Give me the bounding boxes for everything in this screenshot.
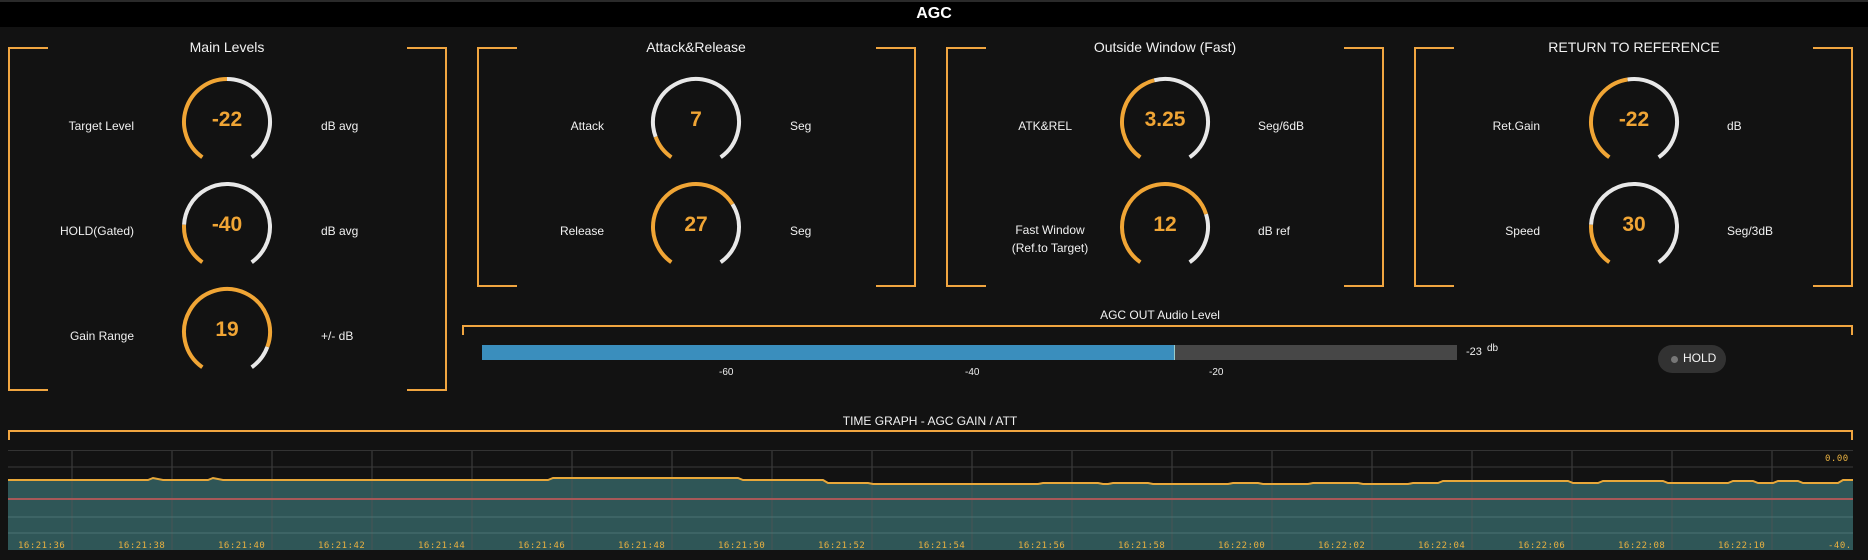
control-label: Ret.Gain (1492, 119, 1540, 133)
time-axis-label: 16:21:36 (18, 541, 66, 550)
control-unit: Seg (790, 224, 812, 238)
control-unit: Seg/3dB (1727, 224, 1774, 238)
time-axis-label: 16:21:52 (818, 541, 866, 550)
control-label: Attack (570, 119, 604, 133)
control-label: Fast Window (Ref.to Target) (990, 221, 1110, 257)
bracket-left (946, 47, 986, 287)
meter-bracket-right (1851, 325, 1853, 335)
audio-level-fill (482, 345, 1176, 360)
bracket-right (1344, 47, 1384, 287)
panel-title: RETURN TO REFERENCE (1548, 39, 1720, 55)
graph-y-top-label: 0.00 (1825, 454, 1849, 464)
knob-value: 30 (1622, 213, 1646, 236)
time-axis-label: 16:21:40 (218, 541, 266, 550)
control-label: Release (559, 224, 604, 238)
meter-unit: db (1487, 343, 1499, 354)
bracket-left (1414, 47, 1454, 287)
time-axis-label: 16:22:00 (1218, 541, 1266, 550)
control-unit: dB (1727, 119, 1742, 133)
atk-rel-knob[interactable]: 3.25 (1115, 72, 1215, 172)
panel-title: Main Levels (189, 39, 265, 55)
knob-value: 3.25 (1144, 108, 1186, 131)
time-axis-label: 16:22:06 (1518, 541, 1566, 550)
control-label-line1: Fast Window (1015, 223, 1085, 237)
control-label: ATK&REL (1018, 119, 1072, 133)
time-graph-title: TIME GRAPH - AGC GAIN / ATT (842, 414, 1018, 428)
hold-button-label: HOLD (1683, 351, 1717, 365)
gain-range-knob[interactable]: 19 (177, 282, 277, 382)
panel-title: Attack&Release (646, 39, 746, 55)
knob-value: 12 (1153, 213, 1177, 236)
target-level-knob[interactable]: -22 (177, 72, 277, 172)
control-unit: dB avg (321, 224, 359, 238)
meter-tick: -60 (719, 367, 734, 378)
time-axis-label: 16:21:48 (618, 541, 666, 550)
bracket-left (477, 47, 517, 287)
graph-bracket-right (1851, 430, 1853, 440)
bracket-left (8, 47, 48, 391)
meter-bracket-line (462, 325, 1853, 327)
time-axis-label: 16:21:42 (318, 541, 366, 550)
graph-bracket-left (8, 430, 10, 440)
control-label: Target Level (68, 119, 134, 133)
meter-tick: -20 (1209, 367, 1224, 378)
fast-window-knob[interactable]: 12 (1115, 177, 1215, 277)
knob-value: 27 (684, 213, 708, 236)
control-label: Gain Range (69, 329, 134, 343)
time-axis-label: 16:22:08 (1618, 541, 1666, 550)
meter-value: -23 (1466, 346, 1482, 358)
meter-title: AGC OUT Audio Level (1100, 308, 1220, 322)
graph-bracket-line (8, 430, 1853, 432)
time-axis-label: 16:21:54 (918, 541, 966, 550)
audio-level-meter (482, 345, 1457, 360)
meter-bracket-left (462, 325, 464, 335)
control-unit: dB ref (1258, 224, 1291, 238)
hold-gated-knob[interactable]: -40 (177, 177, 277, 277)
time-axis-label: 16:21:38 (118, 541, 166, 550)
control-unit: +/- dB (321, 329, 354, 343)
attack-knob[interactable]: 7 (646, 72, 746, 172)
panel-title: Outside Window (Fast) (1093, 39, 1237, 55)
speed-knob[interactable]: 30 (1584, 177, 1684, 277)
control-label-line2: (Ref.to Target) (1011, 241, 1089, 255)
meter-tick: -40 (965, 367, 980, 378)
bracket-right (1813, 47, 1853, 287)
agc-gain-time-graph: 0.00 -40. 16:21:36 16:21:38 16:21:40 16:21:… (8, 450, 1853, 550)
control-label: HOLD(Gated) (59, 224, 134, 238)
control-label: Speed (1505, 224, 1540, 238)
time-axis-label: 16:21:58 (1118, 541, 1166, 550)
control-unit: Seg (790, 119, 812, 133)
release-knob[interactable]: 27 (646, 177, 746, 277)
window-title: AGC (916, 5, 952, 22)
hold-button[interactable]: HOLD (1658, 345, 1726, 373)
time-axis-label: 16:22:10 (1718, 541, 1766, 550)
control-unit: Seg/6dB (1258, 119, 1305, 133)
ret-gain-knob[interactable]: -22 (1584, 72, 1684, 172)
time-axis-label: 16:21:44 (418, 541, 466, 550)
time-axis-label: 16:21:46 (518, 541, 566, 550)
time-axis-label: 16:22:02 (1318, 541, 1366, 550)
knob-value: 7 (690, 108, 702, 131)
time-axis-label: 16:22:04 (1418, 541, 1466, 550)
bracket-right (876, 47, 916, 287)
hold-indicator-icon (1671, 356, 1678, 363)
knob-value: -22 (1618, 108, 1650, 131)
time-axis-label: 16:21:50 (718, 541, 766, 550)
knob-value: -22 (211, 108, 243, 131)
knob-value: -40 (211, 213, 243, 236)
time-axis-label: 16:21:56 (1018, 541, 1066, 550)
control-unit: dB avg (321, 119, 359, 133)
knob-value: 19 (215, 318, 239, 341)
title-bar: AGC (0, 0, 1868, 27)
bracket-right (407, 47, 447, 391)
graph-y-bottom-label: -40. (1828, 541, 1852, 550)
